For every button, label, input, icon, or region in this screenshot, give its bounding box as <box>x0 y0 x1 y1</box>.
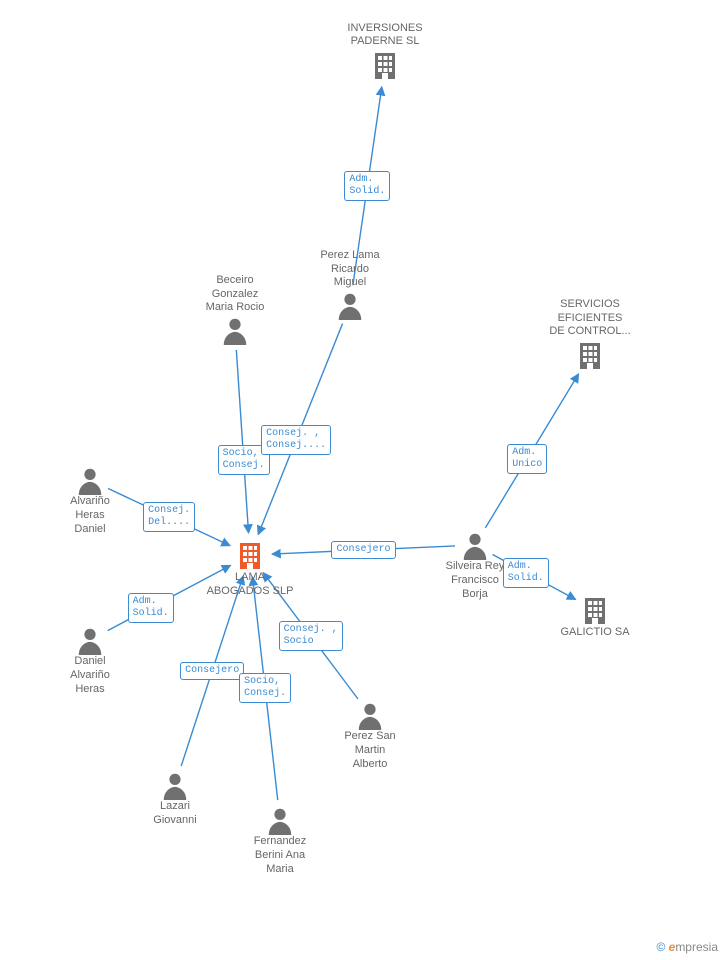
node-label: DanielAlvariñoHeras <box>35 655 145 696</box>
node-label: LAMAABOGADOS SLP <box>195 571 305 599</box>
node-label: GALICTIO SA <box>540 626 650 640</box>
node-fernandez[interactable]: FernandezBerini AnaMaria <box>225 805 335 876</box>
node-perez_san[interactable]: Perez SanMartinAlberto <box>315 700 425 771</box>
brand-rest: mpresia <box>675 940 718 954</box>
node-label: Perez SanMartinAlberto <box>315 730 425 771</box>
node-label: BeceiroGonzalezMaria Rocio <box>180 274 290 315</box>
node-lazari[interactable]: LazariGiovanni <box>120 770 230 828</box>
node-label: SERVICIOSEFICIENTESDE CONTROL... <box>535 298 645 339</box>
node-label: AlvariñoHerasDaniel <box>35 495 145 536</box>
edge-label-daniel_alvarino-lama: Adm.Solid. <box>128 593 174 623</box>
watermark: © empresia <box>656 940 718 954</box>
edge-label-perez_san-lama: Consej. ,Socio <box>279 621 343 651</box>
node-label: LazariGiovanni <box>120 800 230 828</box>
edge-label-fernandez-lama: Socio,Consej. <box>239 673 291 703</box>
node-inversiones[interactable]: INVERSIONESPADERNE SL <box>330 22 440 82</box>
edge-label-silveira-lama: Consejero <box>331 541 395 559</box>
node-servicios[interactable]: SERVICIOSEFICIENTESDE CONTROL... <box>535 298 645 371</box>
node-daniel_alvarino[interactable]: DanielAlvariñoHeras <box>35 625 145 696</box>
edge-label-silveira-servicios: Adm.Unico <box>507 444 547 474</box>
node-beceiro[interactable]: BeceiroGonzalezMaria Rocio <box>180 274 290 345</box>
node-label: INVERSIONESPADERNE SL <box>330 22 440 50</box>
edge-label-perez_lama-lama: Consej. ,Consej.... <box>261 425 331 455</box>
network-diagram: LAMAABOGADOS SLP INVERSIONESPADERNE SL SE… <box>0 0 728 960</box>
edge-label-silveira-galictio: Adm.Solid. <box>503 558 549 588</box>
edge-label-perez_lama-inversiones: Adm.Solid. <box>344 171 390 201</box>
node-alvarino_heras[interactable]: AlvariñoHerasDaniel <box>35 465 145 536</box>
node-label: Perez LamaRicardoMiguel <box>295 249 405 290</box>
edge-label-alvarino_heras-lama: Consej.Del.... <box>143 502 195 532</box>
edge-beceiro-lama <box>236 350 248 533</box>
node-label: FernandezBerini AnaMaria <box>225 835 335 876</box>
node-galictio[interactable]: GALICTIO SA <box>540 594 650 640</box>
node-perez_lama[interactable]: Perez LamaRicardoMiguel <box>295 249 405 320</box>
node-lama[interactable]: LAMAABOGADOS SLP <box>195 539 305 599</box>
edge-label-lazari-lama: Consejero <box>180 662 244 680</box>
copyright-symbol: © <box>656 940 665 954</box>
